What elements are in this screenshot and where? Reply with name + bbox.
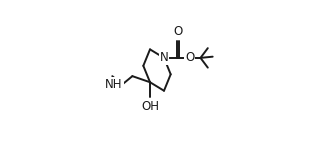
Text: O: O bbox=[185, 51, 194, 64]
Text: N: N bbox=[160, 51, 168, 64]
Text: O: O bbox=[173, 25, 183, 38]
Text: NH: NH bbox=[105, 78, 123, 91]
Text: OH: OH bbox=[141, 100, 159, 113]
